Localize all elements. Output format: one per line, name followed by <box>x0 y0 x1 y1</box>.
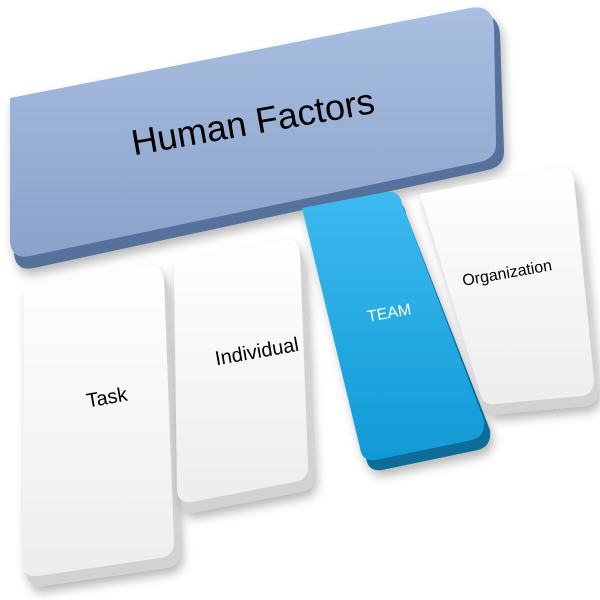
header-key <box>10 7 505 269</box>
individual-key <box>174 239 315 513</box>
organization-key <box>420 167 598 415</box>
team-key-face <box>302 191 485 461</box>
individual-key-face <box>174 239 309 503</box>
task-key <box>23 265 181 587</box>
header-key-face <box>10 7 497 257</box>
task-key-face <box>23 265 175 577</box>
organization-key-face <box>420 167 594 405</box>
team-key <box>302 191 491 471</box>
